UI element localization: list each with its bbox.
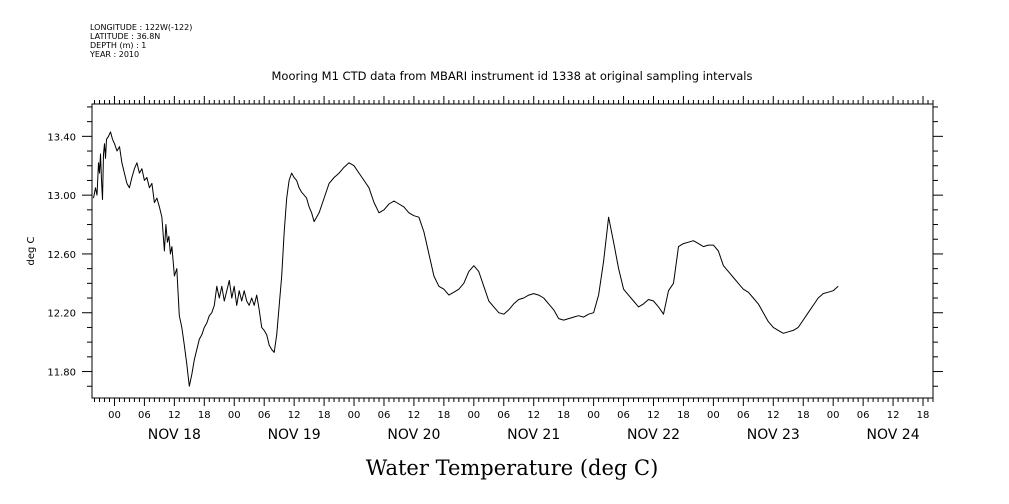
x-day-label: NOV 24 [867, 427, 920, 443]
x-day-label: NOV 22 [627, 427, 680, 443]
y-tick-label: 11.80 [47, 368, 76, 379]
x-tick-label: 00 [707, 410, 720, 421]
y-tick-label: 12.20 [47, 309, 76, 320]
x-tick-label: 06 [617, 410, 630, 421]
x-tick-label: 18 [438, 410, 451, 421]
temperature-series-line [93, 131, 839, 387]
x-tick-label: 00 [228, 410, 241, 421]
x-tick-label: 12 [288, 410, 301, 421]
x-tick-label: 12 [408, 410, 421, 421]
metadata-block: LONGITUDE : 122W(-122)LATITUDE : 36.8NDE… [89, 23, 192, 59]
x-tick-label: 06 [497, 410, 510, 421]
series-layer [93, 131, 839, 387]
metadata-line: LONGITUDE : 122W(-122) [90, 23, 192, 32]
x-day-label: NOV 19 [268, 427, 321, 443]
x-tick-label: 18 [198, 410, 211, 421]
x-axis-title: Water Temperature (deg C) [366, 456, 659, 480]
x-tick-label: 18 [677, 410, 690, 421]
x-tick-label: 12 [647, 410, 660, 421]
x-tick-label: 12 [767, 410, 780, 421]
x-tick-label: 00 [587, 410, 600, 421]
axes: 00 06 12 18 00 06 12 18 00 06 12 18 00 06 12 18 00 06 12 18… [47, 96, 943, 443]
chart-title: Mooring M1 CTD data from MBARI instrumen… [272, 69, 753, 83]
x-tick-label: 06 [737, 410, 750, 421]
metadata-line: DEPTH (m) : 1 [90, 41, 146, 50]
x-day-label: NOV 18 [148, 427, 201, 443]
x-tick-label: 18 [797, 410, 810, 421]
y-axis-label: deg C [26, 236, 37, 265]
x-tick-label: 18 [917, 410, 930, 421]
x-day-label: NOV 21 [507, 427, 560, 443]
x-tick-label: 12 [527, 410, 540, 421]
x-tick-label: 12 [168, 410, 181, 421]
metadata-line: LATITUDE : 36.8N [90, 32, 160, 41]
x-tick-label: 18 [318, 410, 331, 421]
x-tick-label: 00 [827, 410, 840, 421]
x-tick-label: 18 [557, 410, 570, 421]
y-tick-label: 12.60 [47, 250, 76, 261]
y-tick-label: 13.40 [47, 132, 76, 143]
x-tick-label: 00 [108, 410, 121, 421]
x-tick-label: 06 [378, 410, 391, 421]
x-tick-label: 00 [348, 410, 361, 421]
metadata-line: YEAR : 2010 [89, 50, 139, 59]
x-tick-label: 06 [258, 410, 271, 421]
y-tick-label: 13.00 [47, 191, 76, 202]
plot-frame [91, 103, 934, 399]
x-day-label: NOV 23 [747, 427, 800, 443]
x-tick-label: 06 [138, 410, 151, 421]
x-tick-label: 12 [887, 410, 900, 421]
x-tick-label: 06 [857, 410, 870, 421]
x-day-label: NOV 20 [387, 427, 440, 443]
x-tick-label: 00 [467, 410, 480, 421]
